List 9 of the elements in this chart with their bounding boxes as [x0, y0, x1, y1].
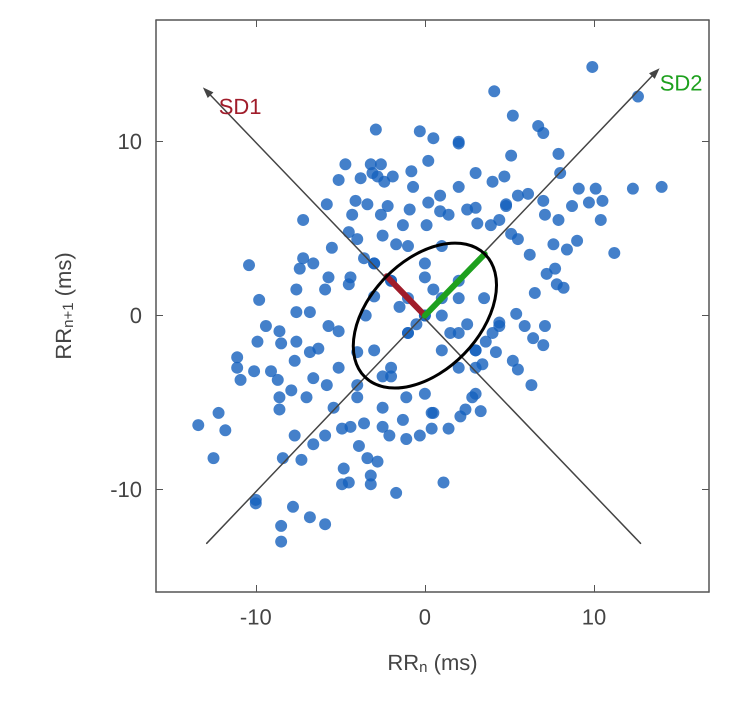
- annotation: SD1: [218, 94, 262, 119]
- x-tick-label: 10: [582, 604, 606, 630]
- x-tick-label: 0: [418, 604, 432, 630]
- x-tick-label: -10: [240, 604, 272, 630]
- y-tick-label: 10: [118, 129, 142, 154]
- y-tick-label: 0: [130, 303, 142, 328]
- annotation: SD2: [660, 70, 703, 96]
- y-tick-label: -10: [110, 476, 142, 502]
- y-axis-title: RRn+1 (ms): [51, 252, 77, 360]
